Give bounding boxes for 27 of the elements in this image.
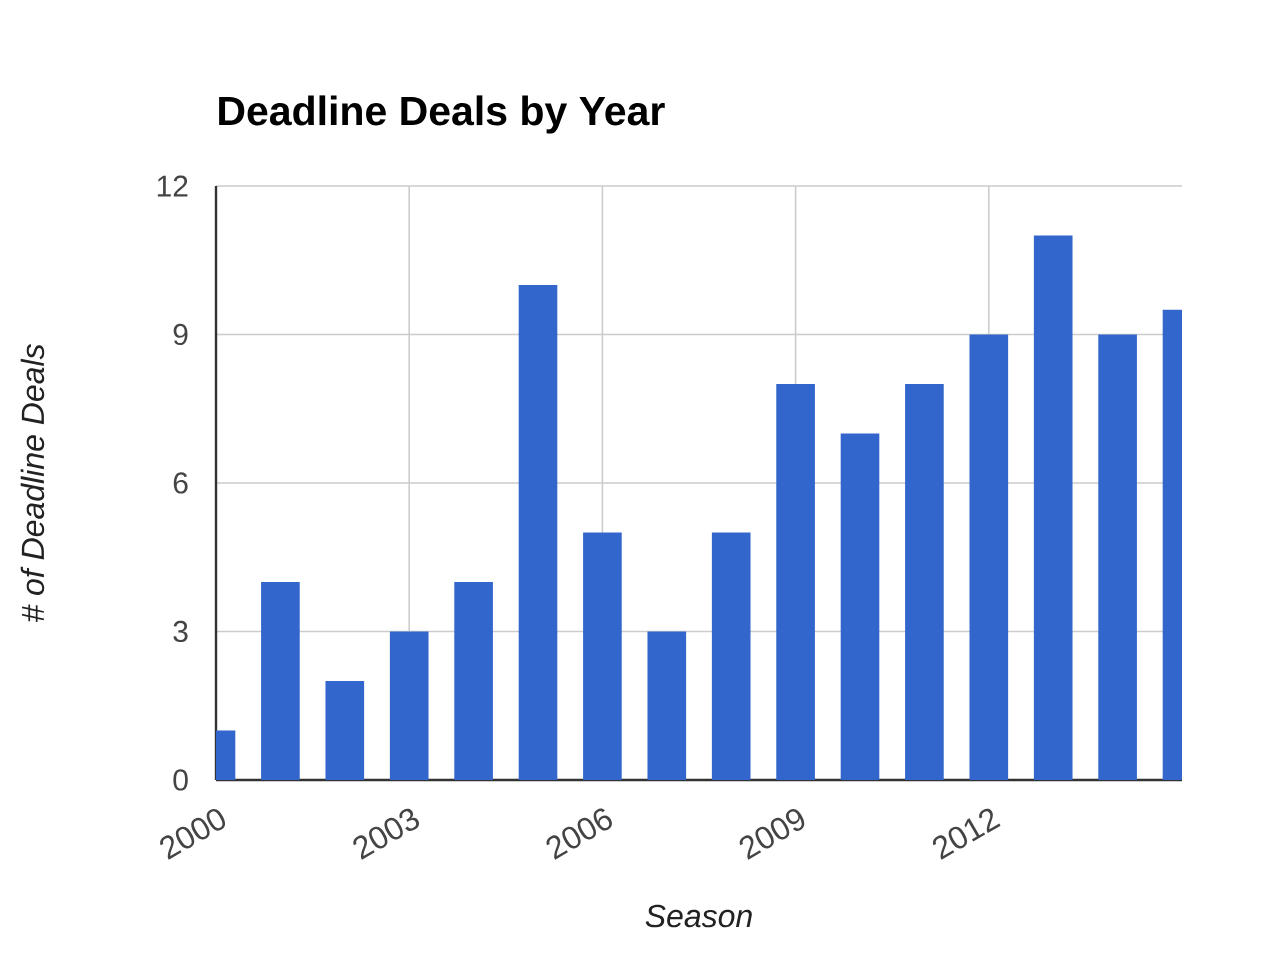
bar: [711, 532, 751, 780]
bar: [647, 631, 687, 780]
chart-title: Deadline Deals by Year: [219, 95, 665, 134]
bar: [905, 384, 944, 780]
bar: [776, 384, 815, 780]
x-axis-title: Season: [645, 904, 752, 928]
bar: [1098, 334, 1137, 780]
y-tick-label: 6: [173, 472, 188, 494]
bar: [840, 433, 880, 780]
x-tick-label: 2012: [932, 808, 1001, 860]
bar: [969, 334, 1009, 780]
y-tick-label: 9: [173, 323, 188, 346]
x-tick-label: 2009: [739, 808, 805, 860]
bar: [583, 532, 622, 780]
x-tick-label: 2006: [546, 808, 612, 860]
x-tick-label: 2000: [160, 808, 226, 860]
x-tick-label: 2003: [353, 808, 420, 860]
bar: [454, 582, 493, 780]
y-axis-title: # of Deadline Deals: [20, 344, 45, 623]
y-tick-label: 3: [173, 620, 188, 643]
bar: [518, 285, 558, 780]
y-tick-label: 0: [173, 769, 188, 791]
bar: [325, 681, 365, 780]
bar: [261, 582, 300, 780]
y-tick-label: 12: [157, 175, 188, 197]
bar: [389, 631, 429, 780]
bar: [1033, 235, 1073, 780]
